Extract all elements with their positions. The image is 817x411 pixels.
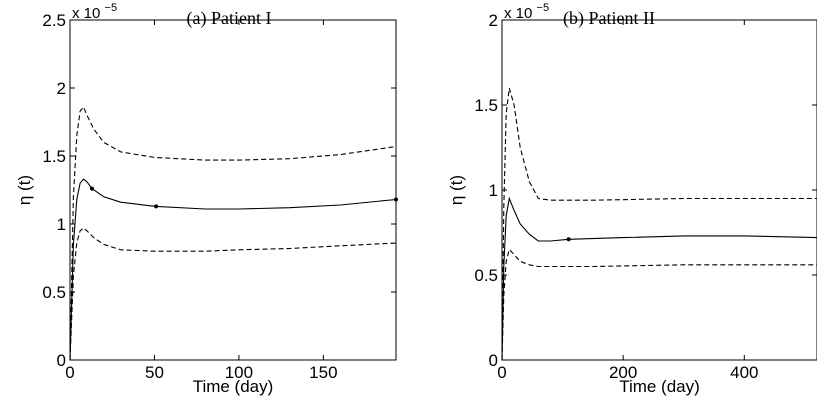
- data-marker: [566, 237, 571, 242]
- x-axis-label: Time (day): [619, 377, 700, 396]
- y-multiplier-exponent: −5: [537, 2, 550, 14]
- x-axis-label: Time (day): [193, 377, 274, 396]
- x-tick-label: 0: [65, 363, 74, 382]
- y-tick-label: 2: [57, 79, 66, 98]
- x-tick-label: 400: [730, 363, 758, 382]
- y-multiplier: x 10 −5: [504, 2, 549, 22]
- x-tick-label: 150: [309, 363, 337, 382]
- panel-a: 0 50 100 150 0 0.5 1 1.5 2 2.5 x 10 −5 Time (day) η …: [15, 2, 398, 396]
- y-tick-label: 0: [489, 351, 498, 370]
- panel-b: 0 200 400 0 0.5 1 1.5 2 x 10 −5 Time (day) η (t): [447, 2, 817, 396]
- y-axis-label: η (t): [447, 175, 466, 205]
- axes-box: [69, 19, 397, 361]
- axes-box: [501, 19, 817, 361]
- y-tick-label: 0.5: [474, 266, 498, 285]
- data-marker: [154, 204, 159, 209]
- solid-series-line: [501, 196, 817, 361]
- y-tick-label: 1: [489, 181, 498, 200]
- x-tick-label: 200: [609, 363, 637, 382]
- dashed-series-line: [501, 87, 817, 361]
- y-tick-label: 1.5: [474, 96, 498, 115]
- solid-series-line: [69, 178, 397, 361]
- y-multiplier: x 10 −5: [72, 2, 117, 22]
- y-tick-label: 1.5: [42, 147, 66, 166]
- dashed-series-line: [501, 248, 817, 361]
- y-tick-label: 0: [57, 351, 66, 370]
- x-tick-label: 50: [145, 363, 164, 382]
- y-tick-label: 1: [57, 215, 66, 234]
- y-tick-label: 2: [489, 11, 498, 30]
- y-multiplier-exponent: −5: [105, 2, 118, 14]
- y-tick-label: 2.5: [42, 11, 66, 30]
- data-marker: [394, 197, 398, 202]
- panel-a-title: (a) Patient I: [186, 8, 272, 28]
- y-axis-label: η (t): [15, 175, 34, 205]
- x-tick-label: 100: [225, 363, 253, 382]
- dashed-series-line: [69, 105, 397, 361]
- y-tick-label: 0.5: [42, 283, 66, 302]
- data-marker: [89, 186, 94, 191]
- panel-b-title: (b) Patient II: [563, 8, 655, 28]
- x-tick-label: 0: [497, 363, 506, 382]
- dashed-series-line: [69, 227, 397, 361]
